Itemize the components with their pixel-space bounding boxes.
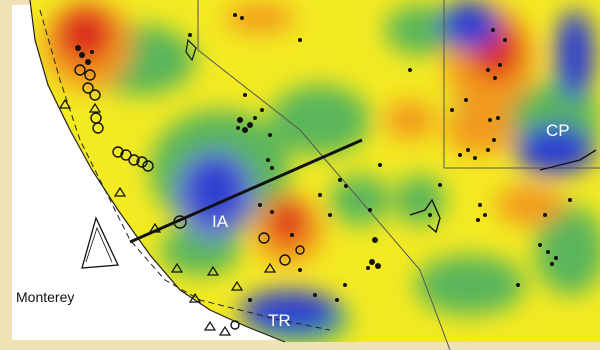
label-ia: IA	[212, 212, 229, 231]
label-monterey: Monterey	[16, 289, 74, 305]
label-tr: TR	[268, 311, 291, 330]
coastline	[29, 0, 286, 343]
open-circle-markers	[74, 64, 305, 330]
cp-boundary-line	[539, 149, 597, 171]
salton-feature	[409, 198, 441, 234]
profile-line	[129, 138, 363, 244]
monterey-pointer	[81, 216, 119, 269]
triangle-markers	[58, 98, 277, 336]
label-cp: CP	[546, 121, 570, 140]
lake-outline	[185, 38, 197, 62]
fault-line	[39, 9, 331, 331]
state-border-ca-nv	[197, 0, 451, 350]
coastal-event-cluster	[75, 45, 94, 65]
event-dots	[188, 13, 572, 302]
